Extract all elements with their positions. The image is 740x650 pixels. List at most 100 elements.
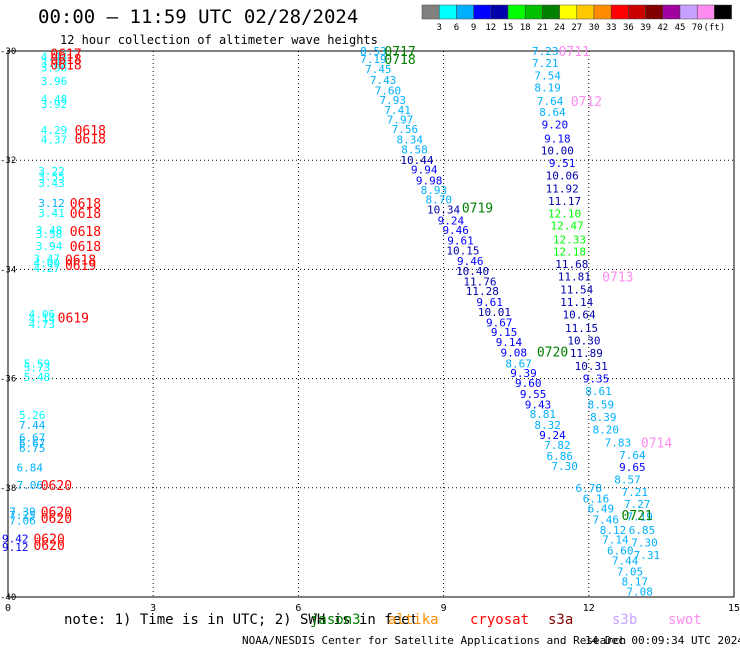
wave-height-point: 12.47 [550, 220, 583, 233]
wave-height-point: 9.65 [619, 461, 646, 474]
wave-height-point: 8.64 [539, 106, 566, 119]
colorbar-swatch [610, 4, 629, 20]
colorbar-label: 27 [571, 23, 582, 33]
colorbar-swatch [593, 4, 612, 20]
wave-height-point: 7.14 [602, 534, 629, 547]
wave-height-point: 9.14 [496, 336, 523, 349]
wave-height-point: 9.61 [476, 296, 503, 309]
wave-height-point: 4.09 [33, 257, 60, 270]
wave-height-point: 12.33 [553, 233, 586, 246]
wave-height-point: 9.35 [583, 373, 610, 386]
colorbar-label: 70 [692, 23, 703, 33]
wave-height-point: 3.92 [41, 98, 68, 111]
pass-time-label: 0717 [384, 45, 415, 60]
wave-height-point: 11.28 [466, 285, 499, 298]
pass-time-label: 0719 [462, 202, 493, 217]
pass-time-label: 0619 [58, 311, 89, 326]
wave-height-point: 7.60 [375, 84, 402, 97]
wave-height-point: 6.75 [19, 442, 46, 455]
legend-swot: swot [668, 612, 702, 628]
wave-height-point: 8.59 [588, 398, 615, 411]
colorbar-swatch [456, 4, 474, 20]
wave-height-point: 9.20 [542, 119, 569, 132]
x-tick-label: 6 [295, 603, 301, 614]
colorbar-swatch [490, 4, 509, 20]
wave-height-point: 4.37 [41, 133, 68, 146]
wave-height-point: 7.64 [619, 449, 646, 462]
colorbar-swatch [679, 4, 698, 20]
colorbar-swatch [576, 4, 595, 20]
wave-height-point: 9.18 [544, 132, 571, 145]
wave-height-point: 8.67 [505, 357, 532, 370]
x-tick-label: 15 [728, 603, 740, 614]
plot-frame [7, 50, 735, 598]
wave-height-point: 9.08 [501, 346, 528, 359]
wave-height-point: 9.46 [457, 255, 484, 268]
wave-height-point: 9.67 [486, 316, 513, 329]
wave-height-point: 4.48 [41, 93, 68, 106]
wave-height-point: 8.19 [534, 82, 561, 95]
pass-time-label: 0712 [571, 95, 602, 110]
colorbar-label: 30 [589, 23, 600, 33]
pass-time-label: 0620 [33, 533, 64, 548]
x-tick-label: 3 [150, 603, 156, 614]
y-tick-label: -40 [0, 593, 16, 603]
wave-height-point: 9.55 [520, 388, 547, 401]
x-tick-label: 9 [441, 603, 447, 614]
wave-height-point: 9.51 [549, 157, 576, 170]
legend-altika: altika [388, 612, 439, 628]
wave-height-point: 7.08 [626, 586, 653, 599]
wave-height-point: 10.00 [541, 144, 574, 157]
wave-height-point: 6.84 [17, 462, 44, 475]
wave-height-point: 3.96 [41, 61, 68, 74]
wave-height-point: 9.98 [416, 174, 443, 187]
y-tick-label: -38 [0, 484, 16, 494]
wave-height-point: 7.97 [387, 113, 414, 126]
wave-height-point: 9.42 [2, 533, 29, 546]
wave-height-point: 7.25 [9, 509, 36, 522]
pass-time-label: 0714 [641, 436, 672, 451]
wave-height-point: 5.59 [24, 357, 51, 370]
colorbar-label: 36 [623, 23, 634, 33]
colorbar-label: 6 [454, 23, 459, 33]
wave-height-point: 11.15 [565, 322, 598, 335]
wave-height-point: 11.68 [555, 258, 588, 271]
pass-time-label: 0620 [41, 512, 72, 527]
wave-height-point: 5.48 [24, 371, 51, 384]
wave-height-point: 9.12 [2, 541, 29, 554]
pass-time-label: 0721 [622, 509, 653, 524]
wave-height-point: 6.78 [576, 482, 603, 495]
wave-height-point: 7.30 [631, 536, 658, 549]
pass-time-label: 0618 [65, 254, 96, 269]
legend-s3b: s3b [612, 612, 638, 628]
footer-note: note: 1) Time is in UTC; 2) SWH is in fe… [64, 612, 419, 628]
wave-height-point: 10.31 [575, 360, 608, 373]
wave-height-point: 10.06 [546, 169, 579, 182]
x-tick-label: 0 [5, 603, 11, 614]
wave-height-point: 8.17 [622, 576, 649, 589]
wave-height-point: 7.44 [612, 554, 639, 567]
wave-height-point: 7.83 [605, 436, 632, 449]
colorbar-label: 21 [537, 23, 548, 33]
page-title: 00:00 — 11:59 UTC 02/28/2024 [38, 6, 359, 28]
colorbar-label: (ft) [704, 23, 726, 33]
colorbar-swatch [714, 4, 732, 20]
wave-height-point: 7.31 [634, 549, 661, 562]
wave-height-point: 9.60 [515, 377, 542, 390]
colorbar-swatch [542, 4, 560, 20]
pass-time-label: 0619 [65, 259, 96, 274]
colorbar-swatch [628, 4, 646, 20]
pass-time-label: 0620 [41, 505, 72, 520]
pass-time-label: 0711 [559, 45, 590, 60]
colorbar-swatch [662, 4, 681, 20]
wave-height-point: 3.96 [41, 75, 68, 88]
wave-height-point: 5.73 [24, 362, 51, 375]
colorbar-label: 42 [657, 23, 668, 33]
colorbar-swatch [438, 4, 457, 20]
y-tick-label: -34 [0, 265, 16, 275]
wave-height-point: 7.23 [532, 45, 559, 58]
legend-jason3: jason3 [310, 612, 361, 628]
pass-time-label: 0618 [70, 197, 101, 212]
colorbar-label: 18 [520, 23, 531, 33]
wave-height-point: 7.93 [380, 94, 407, 107]
